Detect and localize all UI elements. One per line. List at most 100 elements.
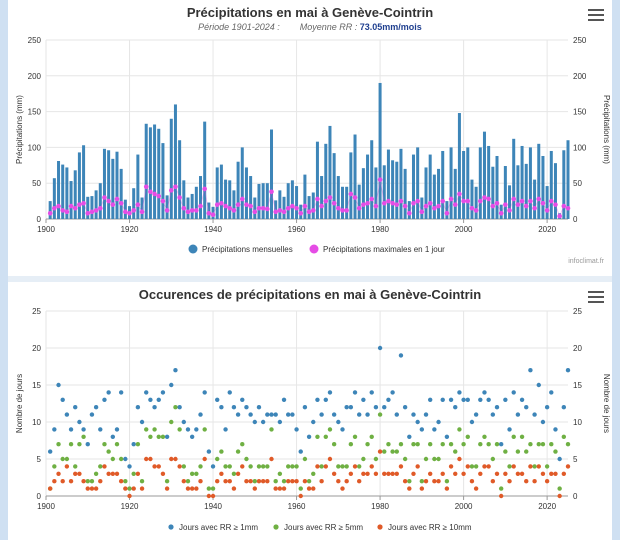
legend1-marker-maxday xyxy=(309,244,319,254)
point-series2-1965 xyxy=(315,434,320,439)
point-series2-2012 xyxy=(511,434,516,439)
point-maxday-1957 xyxy=(281,209,287,215)
y-tick-label-left: 10 xyxy=(32,418,41,427)
point-series2-1954 xyxy=(269,427,274,432)
point-series2-1921 xyxy=(131,471,136,476)
point-maxday-1983 xyxy=(390,200,395,206)
bar-monthly-1942 xyxy=(219,164,223,219)
point-series2-1937 xyxy=(198,464,203,469)
point-series3-1945 xyxy=(231,486,237,491)
point-series2-1994 xyxy=(436,456,441,462)
y-tick-label-left: 15 xyxy=(32,381,41,390)
x-tick-label: 1980 xyxy=(371,502,389,511)
point-series1-1951 xyxy=(256,405,262,410)
point-series1-1987 xyxy=(407,434,412,439)
point-series1-1981 xyxy=(382,405,387,410)
point-series2-1969 xyxy=(331,442,337,447)
point-series2-1982 xyxy=(386,442,391,447)
point-series1-1962 xyxy=(302,405,308,410)
point-series1-1924 xyxy=(144,390,149,395)
point-series2-1942 xyxy=(219,449,224,454)
x-tick-label: 1960 xyxy=(288,502,306,511)
point-series2-1984 xyxy=(394,449,399,454)
point-series3-1992 xyxy=(427,471,433,476)
bar-monthly-1911 xyxy=(90,196,94,219)
point-series1-1999 xyxy=(457,390,462,395)
point-series1-1932 xyxy=(177,405,182,410)
legend2-label-3: Jours avec RR ≥ 10mm xyxy=(388,523,472,532)
point-series2-2021 xyxy=(549,442,554,447)
point-maxday-1945 xyxy=(231,208,237,213)
point-series1-2002 xyxy=(469,419,475,425)
point-series1-1929 xyxy=(164,434,170,439)
point-series2-1978 xyxy=(369,434,374,439)
point-series3-2014 xyxy=(519,471,525,476)
point-series3-1954 xyxy=(269,456,274,462)
point-series2-1924 xyxy=(144,427,149,432)
point-series1-1914 xyxy=(102,397,107,402)
bar-monthly-1977 xyxy=(366,154,370,219)
bar-monthly-1988 xyxy=(411,154,415,219)
point-series1-2012 xyxy=(511,390,516,395)
bar-monthly-1989 xyxy=(416,147,420,219)
point-series2-1927 xyxy=(156,434,161,439)
bar-monthly-2003 xyxy=(474,186,478,219)
point-series2-1919 xyxy=(123,479,128,484)
point-series1-1920 xyxy=(127,464,132,469)
bar-monthly-1974 xyxy=(353,134,357,219)
point-series1-1950 xyxy=(252,419,257,425)
point-maxday-1968 xyxy=(327,195,333,200)
point-series2-2022 xyxy=(553,449,558,454)
point-series3-2003 xyxy=(473,486,479,491)
point-maxday-1903 xyxy=(56,203,61,209)
bar-monthly-1964 xyxy=(311,192,315,219)
point-series2-1906 xyxy=(68,442,74,447)
point-maxday-1977 xyxy=(365,200,370,206)
point-series3-1966 xyxy=(319,479,324,484)
point-series3-1914 xyxy=(102,464,107,469)
point-series1-2015 xyxy=(524,405,529,410)
bar-monthly-1948 xyxy=(244,167,248,219)
bar-monthly-1983 xyxy=(391,160,395,219)
legend2-marker-2 xyxy=(273,524,279,530)
y-tick-label-right: 20 xyxy=(573,344,582,353)
point-maxday-1994 xyxy=(436,203,441,209)
point-series2-1955 xyxy=(273,479,278,484)
point-series3-1981 xyxy=(382,471,387,476)
chart2-menu-icon[interactable] xyxy=(588,291,604,303)
bar-monthly-1978 xyxy=(370,140,374,219)
point-series2-1966 xyxy=(319,464,324,469)
chart1-title: Précipitations en mai à Genève-Cointrin xyxy=(186,5,434,20)
chart1-menu-icon[interactable] xyxy=(588,9,604,21)
point-series3-1963 xyxy=(306,486,312,491)
point-maxday-1964 xyxy=(310,208,316,213)
point-series2-1945 xyxy=(231,471,237,476)
point-series2-1939 xyxy=(206,486,212,491)
point-maxday-1928 xyxy=(160,198,166,204)
point-maxday-1923 xyxy=(139,209,145,215)
point-series3-1965 xyxy=(315,464,320,469)
point-series1-2011 xyxy=(507,427,512,432)
point-series3-1982 xyxy=(386,471,391,476)
point-series2-1929 xyxy=(164,479,170,484)
point-maxday-1992 xyxy=(427,200,433,206)
point-series3-1921 xyxy=(131,486,136,491)
point-series2-1948 xyxy=(244,456,249,462)
point-series3-2004 xyxy=(478,471,483,476)
bar-monthly-1922 xyxy=(136,154,140,219)
precipitation-chart-panel: Précipitations en mai à Genève-Cointrin … xyxy=(8,0,612,270)
point-series1-1986 xyxy=(402,405,408,410)
point-series1-1922 xyxy=(135,405,141,410)
point-series1-2022 xyxy=(553,427,558,432)
point-series3-1996 xyxy=(444,486,450,491)
chart1-subtitle-mean-label: Moyenne RR : xyxy=(299,22,358,32)
point-series1-1963 xyxy=(306,434,312,439)
legend2-marker-1 xyxy=(168,524,174,530)
x-tick-label: 2020 xyxy=(538,225,556,234)
point-series1-2018 xyxy=(536,382,541,388)
bar-monthly-1991 xyxy=(424,167,428,219)
point-maxday-1942 xyxy=(219,200,224,206)
point-series1-1902 xyxy=(52,427,57,432)
bar-monthly-1966 xyxy=(320,176,324,219)
bar-monthly-1951 xyxy=(257,183,261,219)
